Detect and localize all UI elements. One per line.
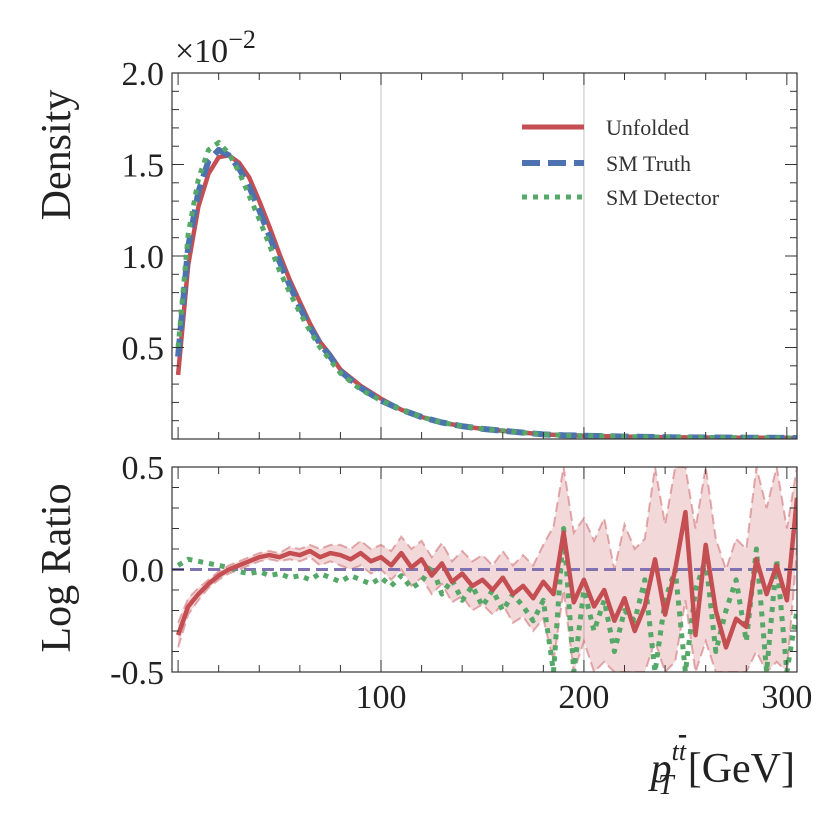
x-axis-title-unit: [GeV] (688, 746, 795, 792)
density-gridlines (380, 73, 585, 439)
log-ratio-series-lines (172, 497, 797, 672)
density-frame (171, 72, 798, 440)
x-axis-title-p: p (648, 746, 672, 792)
density-series-sm-truth (175, 146, 797, 439)
density-plot-area (172, 73, 797, 439)
density-y-tick-label: 1.5 (122, 148, 165, 185)
legend-label-unfolded: Unfolded (606, 115, 689, 140)
density-y-tick-label: 1.0 (122, 239, 165, 276)
x-tick-label: 300 (761, 679, 812, 716)
x-tick-label: 200 (558, 679, 609, 716)
log-ratio-y-tick-label: 0.0 (122, 553, 165, 590)
legend-label-sm-truth: SM Truth (606, 151, 691, 176)
log-ratio-frame (171, 466, 798, 673)
density-y-axis-title: Density (34, 90, 80, 221)
x-axis-title-sub: T (658, 770, 676, 801)
density-series-lines (175, 140, 797, 439)
x-axis-title-sup-t: t (672, 737, 680, 766)
density-y-tick-label: 0.5 (122, 331, 165, 368)
log-ratio-series-unfolded (175, 497, 797, 650)
legend-label-sm-detector: SM Detector (606, 185, 720, 210)
log-ratio-error-band-lower (177, 548, 797, 672)
legend: Unfolded SM Truth SM Detector (522, 115, 720, 210)
x-axis-title-sup-tbar: t (679, 737, 687, 766)
log-ratio-y-tick-labels: -0.5 0.0 0.5 (110, 450, 164, 692)
log-ratio-y-tick-label: -0.5 (110, 655, 164, 692)
density-y-multiplier: ×10−2 (175, 25, 256, 70)
density-y-tick-labels: 0.5 1.0 1.5 2.0 (122, 56, 165, 368)
density-y-tick-label: 2.0 (122, 56, 165, 93)
density-ticks (172, 72, 797, 439)
log-ratio-error-band-upper (177, 467, 797, 624)
density-y-multiplier-exp: −2 (228, 25, 256, 54)
x-tick-labels: 100 200 300 (356, 679, 813, 716)
log-ratio-panel: -0.5 0.0 0.5 100 200 300 Log Ratio ptt T [GeV] (34, 450, 812, 801)
x-axis-title: ptt T [GeV] (648, 737, 795, 801)
x-tick-label: 100 (356, 679, 407, 716)
log-ratio-y-axis-title: Log Ratio (34, 483, 80, 652)
density-y-multiplier-base: ×10 (175, 33, 228, 70)
log-ratio-y-tick-label: 0.5 (122, 450, 165, 487)
density-panel: 0.5 1.0 1.5 2.0 ×10−2 Density Unfolded SM T… (34, 25, 798, 440)
density-series-sm-detector (175, 140, 797, 439)
